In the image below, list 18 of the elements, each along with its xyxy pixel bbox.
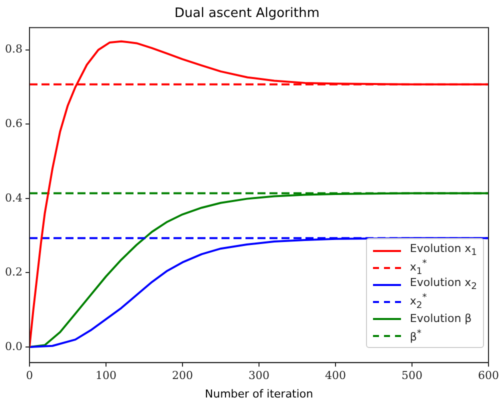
x-tick-label: 300	[248, 369, 270, 382]
y-tick-label: 0.8	[4, 42, 22, 56]
x-tick-label: 600	[478, 369, 499, 382]
legend-label: Evolution x$_{2}$	[410, 276, 477, 293]
x-axis-title: Number of iteration	[204, 387, 314, 400]
legend-label: Evolution x$_{1}$	[410, 242, 477, 259]
x-tick-label: 200	[172, 369, 193, 382]
legend-label: Evolution β	[410, 312, 472, 325]
y-tick-label: 0.4	[4, 191, 22, 204]
chart-title: Dual ascent Algorithm	[174, 6, 320, 22]
x-tick-label: 500	[402, 369, 422, 382]
y-tick-label: 0.2	[4, 266, 22, 279]
x-tick-label: 0	[26, 369, 33, 382]
x-tick-label: 400	[325, 369, 346, 382]
x-tick-label: 100	[95, 369, 116, 382]
y-tick-label: 0.6	[4, 117, 22, 130]
legend-label: β$^{*}$	[410, 328, 422, 344]
y-tick-label: 0.0	[4, 340, 22, 353]
